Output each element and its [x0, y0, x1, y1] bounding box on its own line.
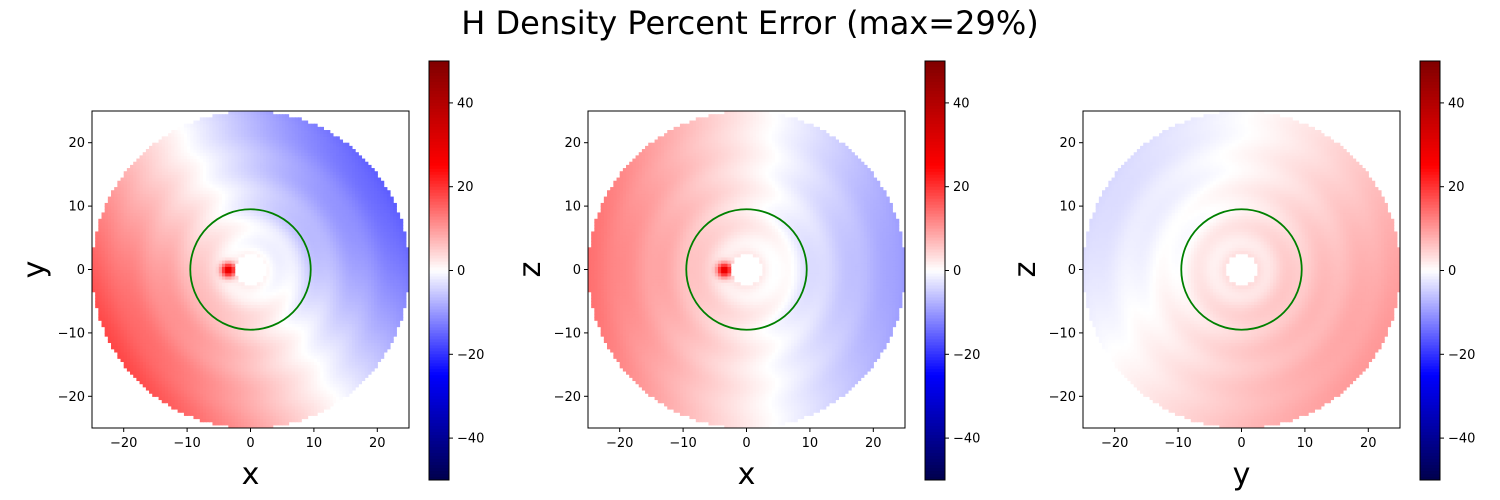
x-tick-label: 0 [1237, 436, 1245, 451]
y-tick-label: −10 [1049, 326, 1076, 341]
colorbar-tick-label: −40 [457, 432, 484, 447]
y-tick-label: 0 [77, 263, 85, 278]
heatmap-3 [1083, 111, 1400, 428]
reference-circle [685, 208, 808, 331]
y-tick-label: 0 [573, 263, 581, 278]
x-tick-label: −20 [1101, 436, 1128, 451]
x-tick-label: 0 [742, 436, 750, 451]
colorbar-3: −40 −20 0 20 40 [1419, 60, 1475, 481]
x-tick-label: 20 [1360, 436, 1377, 451]
x-tick-label: 0 [246, 436, 254, 451]
y-tick-label: −10 [554, 326, 581, 341]
colorbar-tick-label: 40 [1448, 96, 1465, 111]
y-tick-label: 10 [68, 200, 85, 215]
colorbar-tick-label: −40 [1448, 432, 1475, 447]
y-axis-label: z [1008, 262, 1043, 278]
x-tick-label: −10 [173, 436, 200, 451]
colorbar-tick-label: −20 [953, 348, 980, 363]
x-tick-label: 10 [1297, 436, 1314, 451]
y-tick-label: 20 [68, 136, 85, 151]
colorbar-tick-label: −20 [1448, 348, 1475, 363]
x-tick-label: 20 [369, 436, 386, 451]
colorbar-tick-label: 0 [457, 264, 465, 279]
colorbar-tick-label: 20 [1448, 180, 1465, 195]
x-axis-label: y [1233, 457, 1251, 492]
x-axis-label: x [242, 457, 260, 492]
reference-circle [189, 208, 312, 331]
x-tick-label: −10 [1164, 436, 1191, 451]
x-tick-label: 10 [306, 436, 323, 451]
colorbar-1: −40 −20 0 20 40 [428, 60, 484, 481]
reference-circle [1180, 208, 1303, 331]
colorbar-tick-label: 0 [953, 264, 961, 279]
colorbar-tick-label: −20 [457, 348, 484, 363]
y-tick-label: 20 [564, 136, 581, 151]
x-tick-label: −20 [606, 436, 633, 451]
heatmap-2 [588, 111, 905, 428]
y-tick-label: 10 [564, 200, 581, 215]
chart-title: H Density Percent Error (max=29%) [0, 4, 1500, 42]
y-axis-label: z [513, 262, 548, 278]
x-tick-label: −10 [669, 436, 696, 451]
y-tick-label: −10 [58, 326, 85, 341]
y-tick-label: −20 [58, 390, 85, 405]
panel-1: −20 −10 0 10 20 −20 −10 0 10 20 x y −40 −20 0 20 40 [17, 60, 484, 492]
colorbar-tick-label: 20 [457, 180, 474, 195]
colorbar-tick-label: 40 [953, 96, 970, 111]
colorbar-tick-label: −40 [953, 432, 980, 447]
y-tick-label: 0 [1068, 263, 1076, 278]
colorbar-2: −40 −20 0 20 40 [924, 60, 980, 481]
colorbar-tick-label: 20 [953, 180, 970, 195]
y-tick-label: −20 [1049, 390, 1076, 405]
y-tick-label: 20 [1059, 136, 1076, 151]
y-axis-label: y [17, 261, 52, 279]
y-tick-label: −20 [554, 390, 581, 405]
panel-2: −20 −10 0 10 20 −20 −10 0 10 20 x z −40 −20 0 20 40 [513, 60, 980, 492]
panel-3: −20 −10 0 10 20 −20 −10 0 10 20 y z −40 −20 0 20 40 [1008, 60, 1475, 492]
heatmap-1 [92, 111, 409, 428]
x-axis-label: x [738, 457, 756, 492]
colorbar-tick-label: 40 [457, 96, 474, 111]
colorbar-tick-label: 0 [1448, 264, 1456, 279]
x-tick-label: 20 [865, 436, 882, 451]
y-tick-label: 10 [1059, 200, 1076, 215]
x-tick-label: 10 [802, 436, 819, 451]
x-tick-label: −20 [110, 436, 137, 451]
